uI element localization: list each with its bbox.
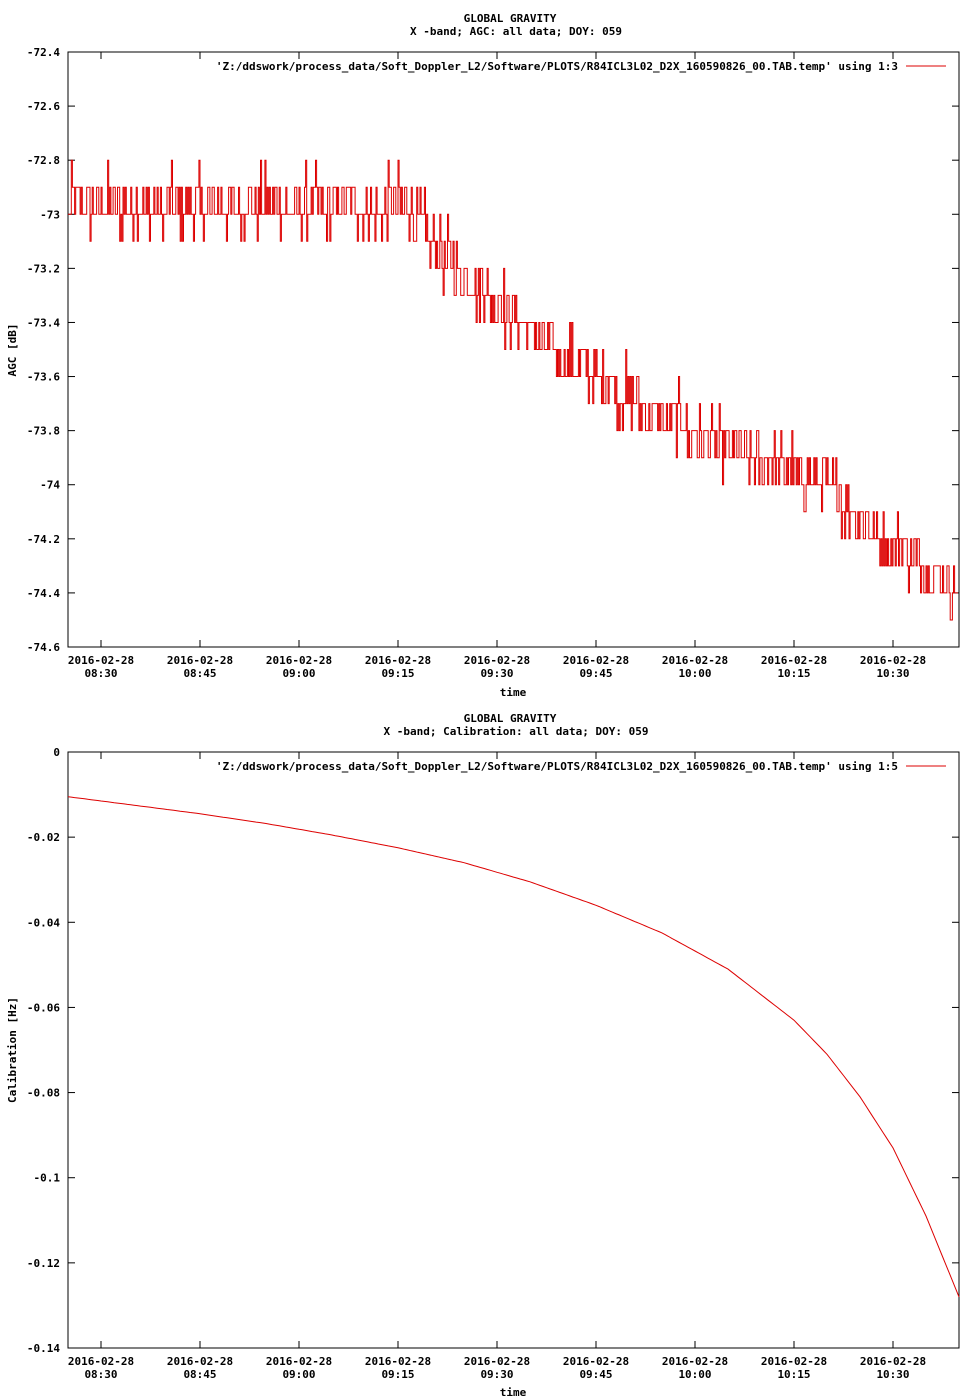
y-tick-label: -0.04 (27, 916, 60, 929)
x-tick-label-time: 08:45 (183, 1368, 216, 1381)
x-tick-label-date: 2016-02-28 (167, 654, 233, 667)
x-tick-labels: 2016-02-2808:302016-02-2808:452016-02-28… (68, 654, 926, 680)
y-tick-label: -74.6 (27, 641, 60, 654)
x-tick-label-date: 2016-02-28 (365, 654, 431, 667)
y-tick-labels: 0 -0.02 -0.04 -0.06 -0.08 -0.1 -0.12 -0.14 (27, 746, 60, 1355)
y-tick-label: -74.4 (27, 587, 60, 600)
y-tick-label: -0.06 (27, 1001, 60, 1014)
y-tick-label: -72.6 (27, 100, 60, 113)
series-group (68, 159, 958, 621)
x-tick-label-time: 10:30 (876, 1368, 909, 1381)
y-tick-label: -0.1 (34, 1172, 61, 1185)
y-tick-label: -73.8 (27, 425, 60, 438)
y-tick-label: -0.08 (27, 1087, 60, 1100)
x-tick-label-time: 10:15 (777, 1368, 810, 1381)
y-tick-label: -74 (40, 479, 60, 492)
y-tick-labels: -72.4 -72.6 -72.8 -73 -73.2 -73.4 -73.6 -73.8 -7… (27, 46, 60, 654)
x-tick-label-time: 09:00 (282, 667, 315, 680)
x-tick-label-date: 2016-02-28 (761, 1355, 827, 1368)
x-tick-label-date: 2016-02-28 (761, 654, 827, 667)
y-tick-label: -0.14 (27, 1342, 60, 1355)
y-tick-label: -0.12 (27, 1257, 60, 1270)
calibration-chart: GLOBAL GRAVITY X -band; Calibration: all… (6, 712, 960, 1399)
plot-frame (67, 51, 960, 648)
x-tick-label-time: 10:15 (777, 667, 810, 680)
x-tick-label-date: 2016-02-28 (266, 1355, 332, 1368)
x-tick-label-time: 09:15 (381, 1368, 414, 1381)
x-tick-label-time: 09:45 (579, 1368, 612, 1381)
y-tick-label: 0 (53, 746, 60, 759)
x-tick-label-date: 2016-02-28 (563, 654, 629, 667)
x-axis-label: time (500, 686, 527, 699)
x-tick-label-time: 08:45 (183, 667, 216, 680)
x-tick-label-date: 2016-02-28 (860, 654, 926, 667)
x-tick-label-date: 2016-02-28 (563, 1355, 629, 1368)
x-tick-label-date: 2016-02-28 (662, 1355, 728, 1368)
y-tick-label: -73.4 (27, 316, 60, 329)
chart-subtitle: X -band; Calibration: all data; DOY: 059 (384, 725, 649, 738)
tick-marks (68, 752, 959, 1348)
x-tick-label-date: 2016-02-28 (860, 1355, 926, 1368)
legend-label: 'Z:/ddswork/process_data/Soft_Doppler_L2… (216, 760, 898, 773)
y-tick-label: -0.02 (27, 831, 60, 844)
legend-label: 'Z:/ddswork/process_data/Soft_Doppler_L2… (216, 60, 898, 73)
x-tick-label-date: 2016-02-28 (464, 1355, 530, 1368)
x-tick-label-time: 09:15 (381, 667, 414, 680)
x-tick-label-time: 09:00 (282, 1368, 315, 1381)
x-tick-label-time: 09:30 (480, 1368, 513, 1381)
chart-title: GLOBAL GRAVITY (464, 712, 557, 725)
x-tick-labels: 2016-02-2808:302016-02-2808:452016-02-28… (68, 1355, 926, 1381)
y-tick-label: -73.6 (27, 371, 60, 384)
x-tick-label-time: 09:30 (480, 667, 513, 680)
agc-chart: GLOBAL GRAVITY X -band; AGC: all data; D… (6, 12, 960, 699)
y-tick-label: -72.8 (27, 154, 60, 167)
y-tick-label: -73 (40, 208, 60, 221)
y-axis-label: AGC [dB] (6, 324, 19, 377)
x-tick-label-time: 08:30 (84, 1368, 117, 1381)
y-tick-label: -74.2 (27, 533, 60, 546)
series-line (68, 159, 958, 621)
x-tick-label-date: 2016-02-28 (365, 1355, 431, 1368)
chart-subtitle: X -band; AGC: all data; DOY: 059 (410, 25, 622, 38)
y-axis-label: Calibration [Hz] (6, 997, 19, 1103)
series-line (67, 796, 960, 1298)
x-tick-label-time: 08:30 (84, 667, 117, 680)
y-tick-label: -73.2 (27, 262, 60, 275)
x-tick-label-date: 2016-02-28 (662, 654, 728, 667)
x-tick-label-date: 2016-02-28 (68, 1355, 134, 1368)
x-tick-label-time: 10:30 (876, 667, 909, 680)
x-tick-label-time: 10:00 (678, 667, 711, 680)
x-tick-label-time: 10:00 (678, 1368, 711, 1381)
series-group (67, 796, 960, 1298)
x-tick-label-date: 2016-02-28 (68, 654, 134, 667)
x-tick-label-time: 09:45 (579, 667, 612, 680)
y-tick-label: -72.4 (27, 46, 60, 59)
tick-marks (68, 52, 959, 647)
plot-frame (67, 751, 960, 1349)
x-tick-label-date: 2016-02-28 (266, 654, 332, 667)
x-axis-label: time (500, 1386, 527, 1399)
chart-title: GLOBAL GRAVITY (464, 12, 557, 25)
x-tick-label-date: 2016-02-28 (464, 654, 530, 667)
x-tick-label-date: 2016-02-28 (167, 1355, 233, 1368)
